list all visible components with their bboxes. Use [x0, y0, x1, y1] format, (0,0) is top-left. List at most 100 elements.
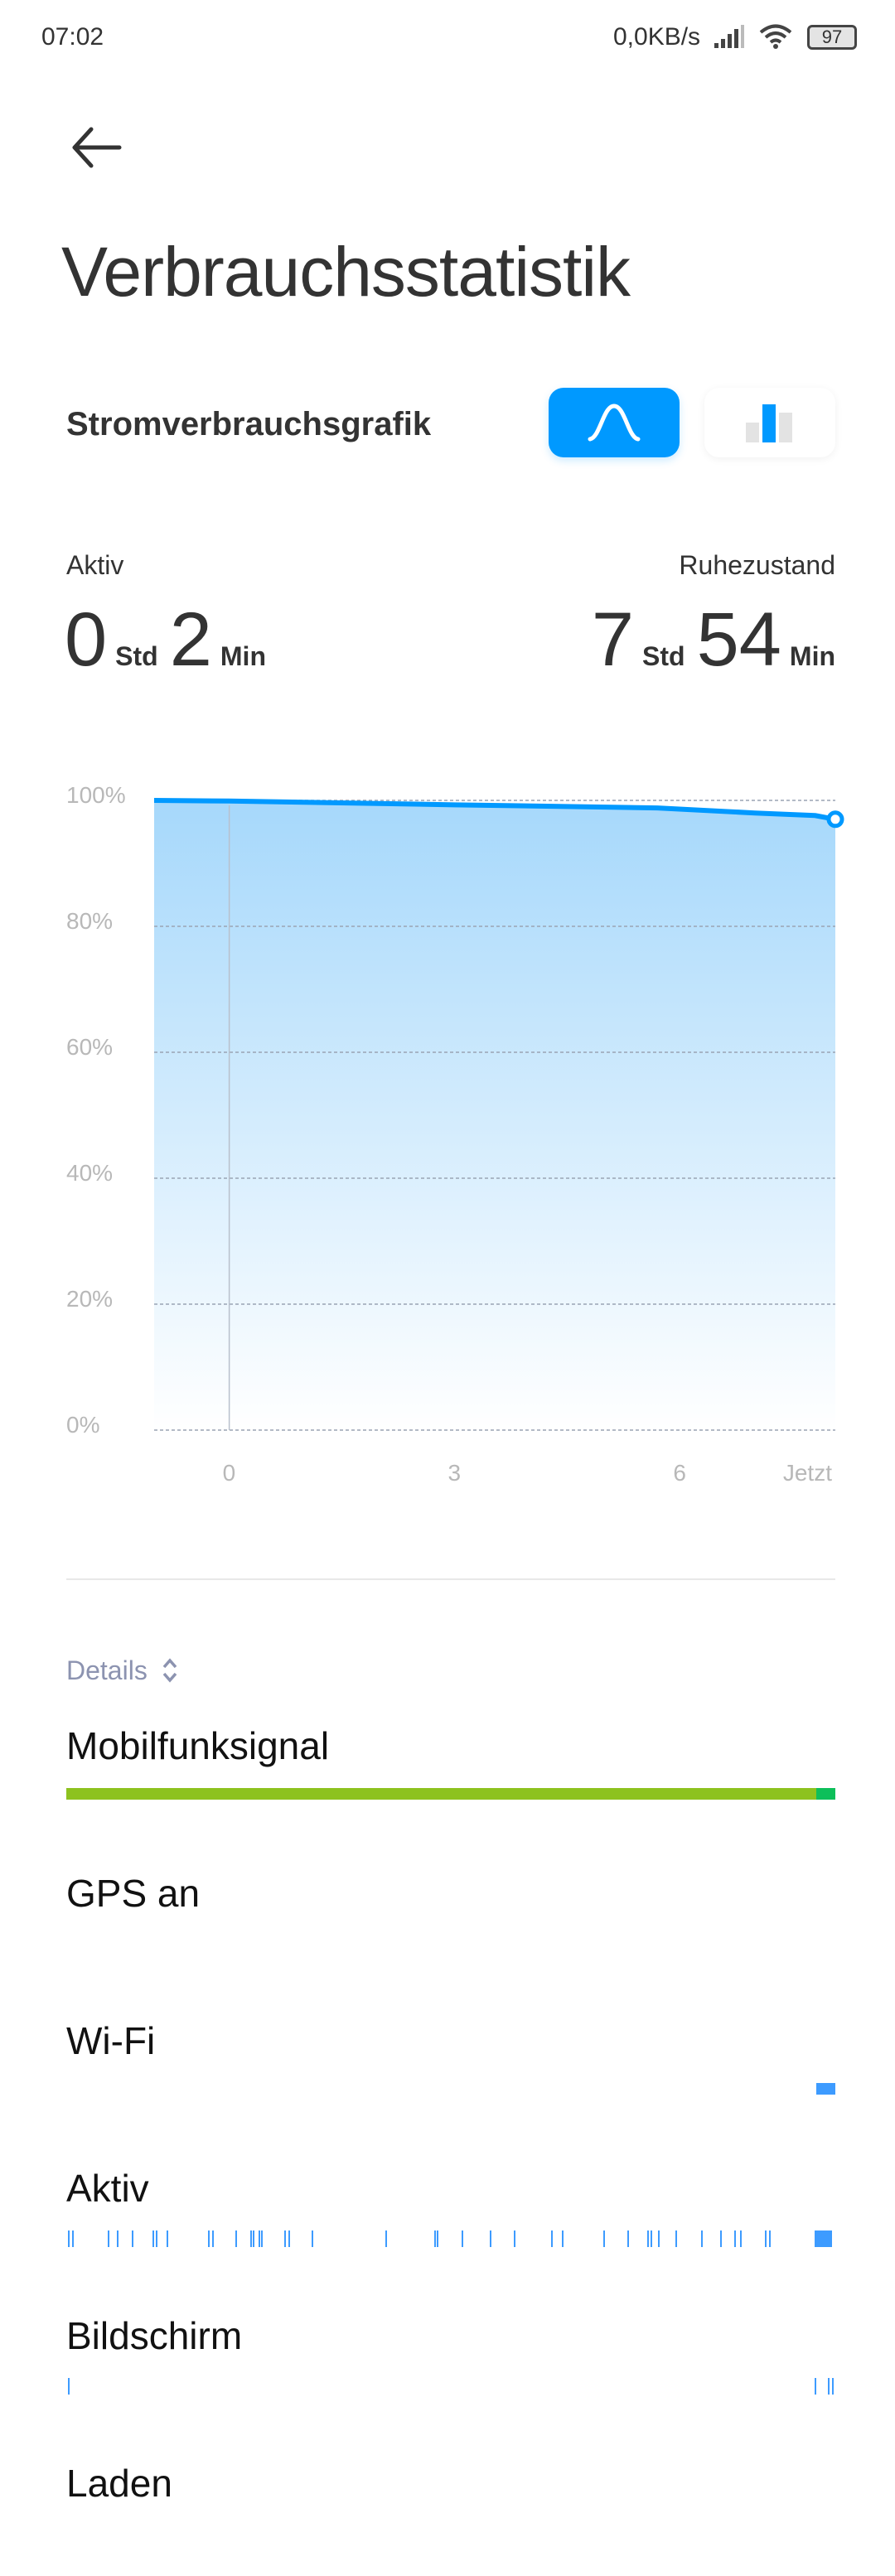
battery-chart	[153, 798, 844, 1431]
timeline-tick	[253, 2230, 255, 2247]
detail-timeline	[66, 2083, 835, 2095]
idle-label: Ruhezustand	[679, 550, 835, 580]
detail-row-label: Bildschirm	[66, 2314, 243, 2357]
current-point	[826, 810, 844, 829]
idle-minutes: 54	[696, 597, 781, 682]
details-label: Details	[66, 1655, 148, 1685]
timeline-tick	[831, 2378, 834, 2395]
details-toggle[interactable]: Details	[66, 1655, 180, 1686]
timeline-tick	[602, 2230, 605, 2247]
area-fill	[154, 800, 835, 1430]
timeline-tick	[156, 2230, 158, 2247]
timeline-tick	[461, 2230, 463, 2247]
detail-row-label: Aktiv	[66, 2167, 149, 2210]
detail-row-label: Wi-Fi	[66, 2019, 156, 2062]
timeline-tick	[68, 2378, 70, 2395]
timeline-tick	[152, 2230, 155, 2247]
y-tick-label: 60%	[66, 1034, 114, 1060]
timeline-tick	[561, 2230, 564, 2247]
battery-level: 97	[821, 27, 843, 47]
x-tick-label: 3	[448, 1460, 462, 1486]
active-label: Aktiv	[66, 550, 124, 580]
timeline-tick	[108, 2230, 110, 2247]
y-tick-label: 20%	[66, 1286, 114, 1312]
timeline-tick	[283, 2230, 286, 2247]
timeline-tick	[311, 2230, 313, 2247]
timeline-tick	[765, 2230, 767, 2247]
timeline-tick	[815, 2378, 817, 2395]
x-tick-label: Jetzt	[782, 1460, 832, 1486]
bar-chart-icon	[746, 404, 792, 442]
graph-section-title: Stromverbrauchsgrafik	[66, 406, 432, 442]
sort-chevrons-icon	[162, 1658, 177, 1683]
timeline-tick	[658, 2230, 660, 2247]
timeline-segment	[815, 2230, 832, 2247]
timeline-tick	[719, 2230, 722, 2247]
timeline-tick	[701, 2230, 704, 2247]
timeline-tick	[250, 2230, 253, 2247]
timeline-tick	[551, 2230, 554, 2247]
timeline-tick	[769, 2230, 772, 2247]
hours-unit: Std	[642, 641, 685, 671]
timeline-tick	[740, 2230, 743, 2247]
detail-timeline	[66, 1936, 835, 1947]
battery-icon: 97	[807, 25, 857, 50]
timeline-segment	[816, 2083, 835, 2095]
curve-icon	[588, 404, 641, 442]
timeline-tick	[827, 2378, 830, 2395]
timeline-tick	[259, 2230, 261, 2247]
timeline-tick	[675, 2230, 677, 2247]
timeline-tick	[166, 2230, 168, 2247]
idle-hours: 7	[591, 597, 635, 682]
timeline-tick	[437, 2230, 439, 2247]
bar-view-button[interactable]	[704, 388, 835, 457]
x-tick-label: 0	[222, 1460, 236, 1486]
x-tick-label: 6	[673, 1460, 686, 1486]
divider	[66, 1578, 835, 1580]
arrow-left-icon[interactable]	[70, 124, 124, 171]
detail-timeline	[66, 2230, 835, 2247]
detail-timeline	[66, 1788, 835, 1800]
detail-timeline	[66, 2378, 835, 2395]
timeline-tick	[117, 2230, 119, 2247]
timeline-tick	[207, 2230, 210, 2247]
status-time: 07:02	[41, 23, 104, 51]
detail-row-label: Laden	[66, 2462, 172, 2505]
timeline-tick	[646, 2230, 649, 2247]
curve-view-button[interactable]	[549, 388, 680, 457]
hours-unit: Std	[115, 641, 158, 671]
timeline-tick	[211, 2230, 214, 2247]
timeline-tick	[650, 2230, 652, 2247]
timeline-tick	[434, 2230, 437, 2247]
y-tick-label: 100%	[66, 782, 126, 808]
timeline-tick	[288, 2230, 291, 2247]
timeline-tick	[489, 2230, 491, 2247]
timeline-segment	[816, 1788, 835, 1800]
active-minutes: 2	[169, 597, 212, 682]
timeline-tick	[627, 2230, 630, 2247]
wifi-icon	[759, 24, 792, 49]
net-speed: 0,0KB/s	[613, 23, 701, 51]
timeline-tick	[261, 2230, 264, 2247]
timeline-tick	[235, 2230, 237, 2247]
idle-duration: 7 Std 54 Min	[592, 597, 835, 684]
detail-row-label: GPS an	[66, 1872, 201, 1915]
timeline-tick	[514, 2230, 516, 2247]
minutes-unit: Min	[789, 641, 835, 671]
minutes-unit: Min	[220, 641, 266, 671]
timeline-tick	[385, 2230, 387, 2247]
y-tick-label: 0%	[66, 1412, 100, 1438]
timeline-tick	[68, 2230, 70, 2247]
y-tick-label: 80%	[66, 908, 114, 934]
timeline-segment	[66, 1788, 817, 1800]
y-tick-label: 40%	[66, 1160, 114, 1186]
active-hours: 0	[65, 597, 108, 682]
timeline-tick	[72, 2230, 75, 2247]
detail-timeline	[66, 2525, 835, 2537]
active-duration: 0 Std 2 Min	[65, 597, 266, 684]
page-title: Verbrauchsstatistik	[61, 233, 631, 311]
signal-icon	[714, 25, 744, 48]
timeline-tick	[734, 2230, 737, 2247]
battery-line	[153, 798, 836, 822]
detail-row-label: Mobilfunksignal	[66, 1724, 330, 1767]
